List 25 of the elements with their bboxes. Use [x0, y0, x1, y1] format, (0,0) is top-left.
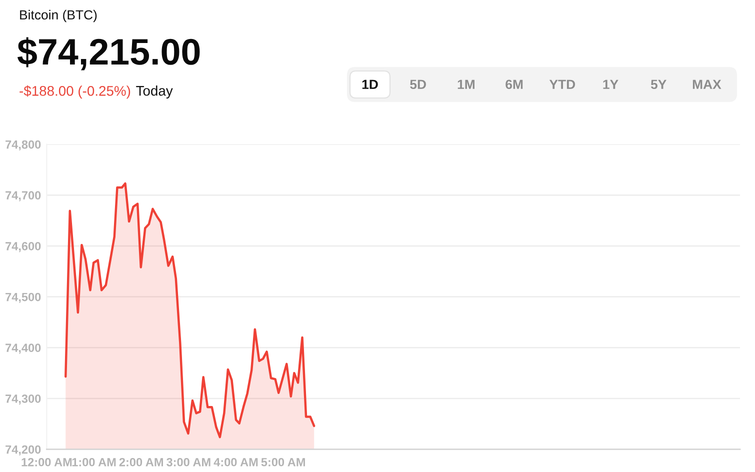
x-tick-label: 2:00 AM	[119, 458, 163, 466]
text: 1Y	[603, 80, 618, 89]
y-tick-label: 74,400	[6, 344, 41, 354]
y-tick-label: 74,500	[6, 292, 41, 303]
x-tick-label: 1:00 AM	[72, 458, 116, 466]
text: -$188.00 (-0.25%)	[20, 85, 130, 99]
text: MAX	[692, 80, 722, 89]
y-tick-label: 74,700	[6, 191, 41, 202]
y-tick-label: 74,800	[6, 140, 41, 150]
y-tick-label: 74,600	[6, 242, 41, 252]
chart-title: Bitcoin (BTC)	[20, 10, 97, 22]
x-tick-label: 4:00 AM	[214, 458, 258, 466]
text: 1M	[458, 80, 474, 89]
y-tick-label: 74,300	[6, 394, 41, 405]
x-tick-label: 5:00 AM	[261, 458, 305, 466]
text: 6M	[506, 80, 523, 90]
chart-subtitle: $74,215.00	[17, 37, 200, 70]
text: Today	[136, 86, 173, 98]
text: YTD	[549, 80, 576, 89]
x-tick-label: 12:00 AM	[22, 458, 72, 466]
x-tick-label: 3:00 AM	[166, 458, 210, 466]
text: 1D	[362, 80, 378, 89]
y-tick-label: 74,200	[6, 445, 41, 456]
text: 5D	[410, 80, 426, 90]
text: 5Y	[650, 80, 666, 90]
